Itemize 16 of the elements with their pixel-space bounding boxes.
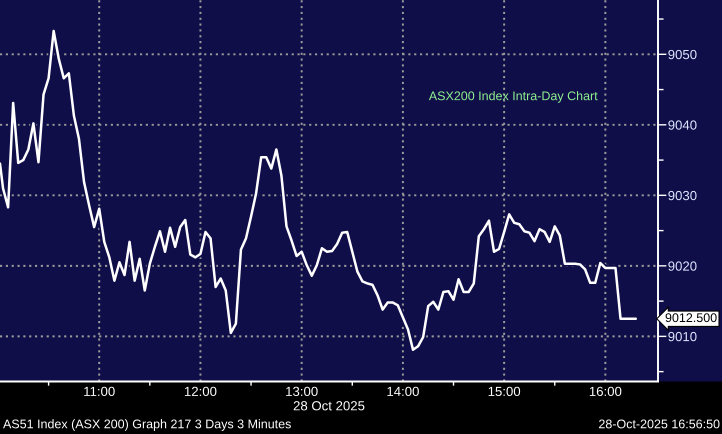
y-tick-label: 9050: [668, 50, 697, 60]
text: AS51 Index (ASX 200) Graph 217 3 Days 3 Minutes: [3, 419, 291, 431]
text: 9012.500: [666, 313, 717, 322]
x-tick-label: 15:00: [488, 386, 520, 396]
x-axis-title: 28 Oct 2025: [294, 401, 364, 410]
y-tick-label: 9040: [668, 120, 697, 130]
x-tick-label: 13:00: [286, 386, 318, 396]
y-tick-label: 9030: [668, 190, 697, 200]
text: 28-Oct-2025 16:56:50: [599, 420, 720, 428]
y-tick-label: 9020: [668, 261, 697, 271]
x-tick-label: 12:00: [184, 386, 216, 396]
y-tick-label: 9010: [668, 332, 697, 342]
x-tick-label: 16:00: [590, 386, 622, 396]
text: ASX200 Index Intra-Day Chart: [428, 91, 598, 103]
x-tick-label: 11:00: [84, 386, 115, 396]
x-tick-label: 14:00: [387, 386, 419, 396]
